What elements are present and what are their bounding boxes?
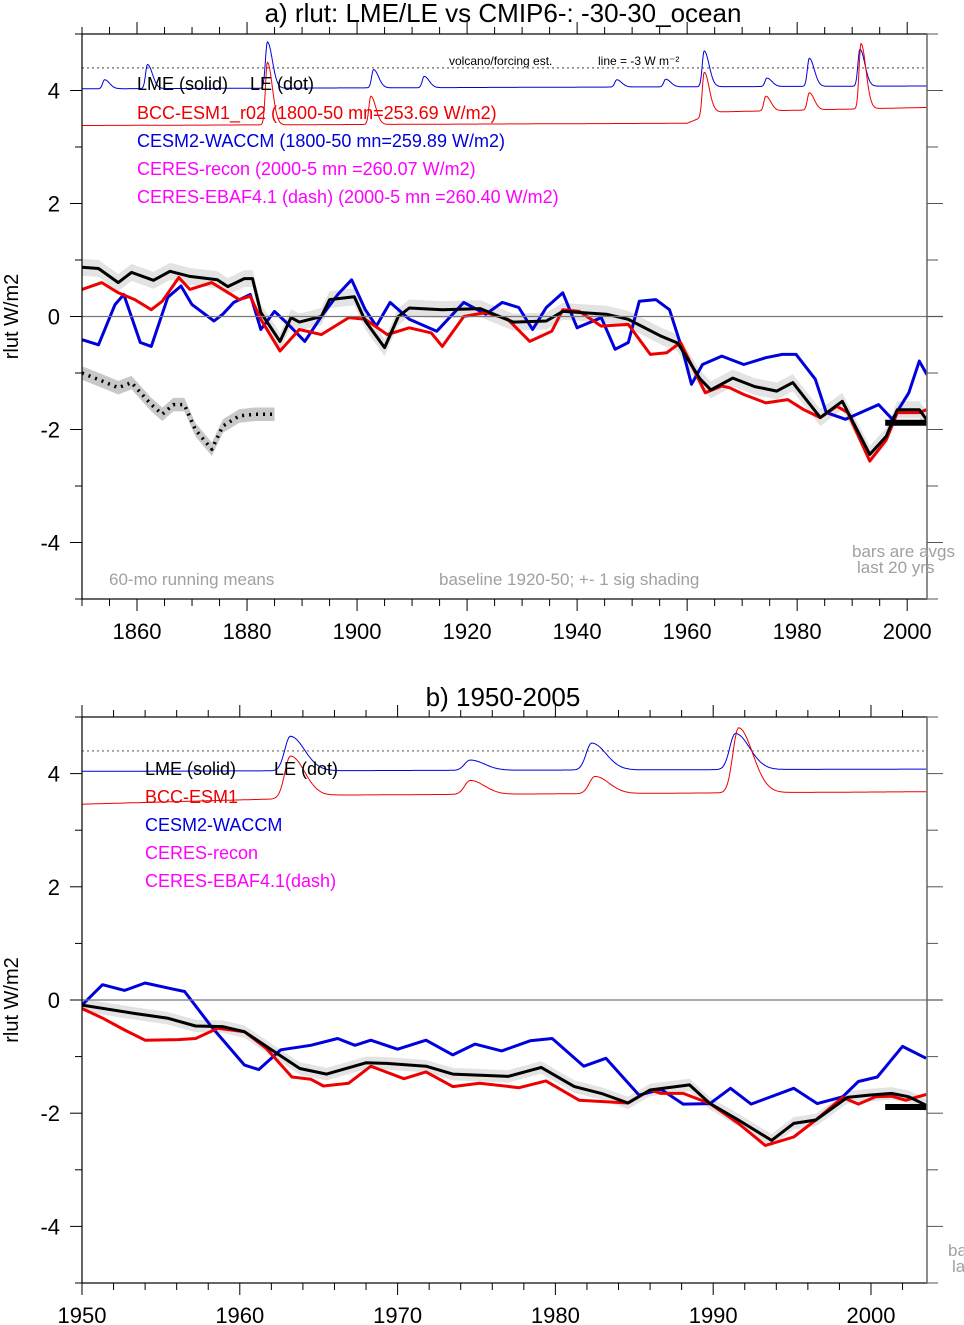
y-tick-label: 4 — [48, 762, 60, 787]
legend: LME (solid) BCC-ESM1_r02 (1800-50 mn=253.… — [137, 74, 559, 207]
panel-b: b) 1950-2005 rlut W/m2 1950 1960 1970 1980 199… — [1, 682, 964, 1325]
y-tick-label: -4 — [40, 1214, 60, 1239]
volcanic-line-bcc — [82, 42, 927, 126]
legend-entry-ceres_ebaf: CERES-EBAF4.1 (dash) (2000-5 mn =260.40 … — [137, 187, 559, 207]
sigma-shading — [82, 998, 927, 1147]
legend-entry-lme: LME (solid) — [137, 74, 228, 94]
series-line-3 — [82, 278, 927, 421]
annotation-baseline: baseline 1920-50; +- 1 sig shading — [439, 570, 699, 589]
volcanic-line-cesm — [82, 41, 927, 90]
x-tick-label: 1880 — [223, 619, 272, 644]
x-tick-label: 1950 — [58, 1303, 107, 1325]
annotation-bars1: bars are avgs — [948, 1241, 964, 1260]
legend-entry-ceres_recon: CERES-recon — [145, 843, 258, 863]
x-tick-label: 2000 — [883, 619, 932, 644]
legend-entry-ceres_recon: CERES-recon (2000-5 mn =260.07 W/m2) — [137, 159, 476, 179]
y-tick-label: -2 — [40, 418, 60, 443]
y-tick-label: 0 — [48, 305, 60, 330]
y-tick-label: 0 — [48, 988, 60, 1013]
y-axis-label: rlut W/m2 — [1, 957, 23, 1043]
legend-entry-lme: LME (solid) — [145, 759, 236, 779]
y-tick-label: 2 — [48, 192, 60, 217]
plot-area — [82, 727, 927, 1147]
legend-entry-cesm: CESM2-WACCM — [145, 815, 282, 835]
y-tick-label: 4 — [48, 79, 60, 104]
x-tick-label: 1980 — [531, 1303, 580, 1325]
x-tick-label: 1980 — [773, 619, 822, 644]
x-tick-label: 1960 — [663, 619, 712, 644]
legend-entry-cesm: CESM2-WACCM (1800-50 mn=259.89 W/m2) — [137, 131, 505, 151]
series-line-0 — [82, 265, 927, 456]
y-axis-label: rlut W/m2 — [1, 274, 23, 360]
series-line-0 — [82, 1003, 927, 1142]
annotation-volcano: volcano/forcing est. — [449, 54, 552, 68]
x-tick-label: 1960 — [215, 1303, 264, 1325]
annotation-bars2: last 20 yrs — [857, 558, 934, 577]
y-tick-label: -2 — [40, 1101, 60, 1126]
volcanic-line-cesm — [82, 732, 927, 772]
chart-title: b) 1950-2005 — [426, 682, 581, 712]
volcanic-line-bcc — [82, 727, 927, 805]
series-line-2 — [82, 981, 927, 1106]
panel-a: a) rlut: LME/LE vs CMIP6-: -30-30_oceanr… — [1, 0, 955, 644]
x-tick-label: 1860 — [113, 619, 162, 644]
annotation-bars2: last 20 yrs — [952, 1257, 964, 1276]
plot-area — [82, 41, 927, 463]
legend-entry-le: LE (dot) — [250, 74, 314, 94]
legend-entry-bcc: BCC-ESM1 — [145, 787, 238, 807]
x-tick-label: 1940 — [553, 619, 602, 644]
x-tick-label: 1990 — [689, 1303, 738, 1325]
x-tick-label: 1970 — [373, 1303, 422, 1325]
series-line-2 — [82, 276, 927, 463]
chart-title: a) rlut: LME/LE vs CMIP6-: -30-30_ocean — [265, 0, 742, 28]
sigma-shading — [82, 258, 927, 463]
legend: LME (solid) BCC-ESM1 CESM2-WACCM CERES-reco… — [145, 759, 338, 891]
sigma-shading — [82, 366, 275, 457]
y-tick-label: -4 — [40, 531, 60, 556]
y-tick-label: 2 — [48, 875, 60, 900]
annotation-line: line = -3 W m⁻² — [598, 54, 679, 68]
annotation-bars1: bars are avgs — [852, 542, 955, 561]
x-tick-label: 1920 — [443, 619, 492, 644]
x-tick-label: 2000 — [847, 1303, 896, 1325]
legend-entry-le: LE (dot) — [274, 759, 338, 779]
legend-entry-bcc: BCC-ESM1_r02 (1800-50 mn=253.69 W/m2) — [137, 103, 497, 124]
legend-entry-ceres_ebaf: CERES-EBAF4.1(dash) — [145, 871, 336, 891]
annotation-running: 60-mo running means — [109, 570, 274, 589]
x-tick-label: 1900 — [333, 619, 382, 644]
series-line-1 — [82, 371, 275, 452]
